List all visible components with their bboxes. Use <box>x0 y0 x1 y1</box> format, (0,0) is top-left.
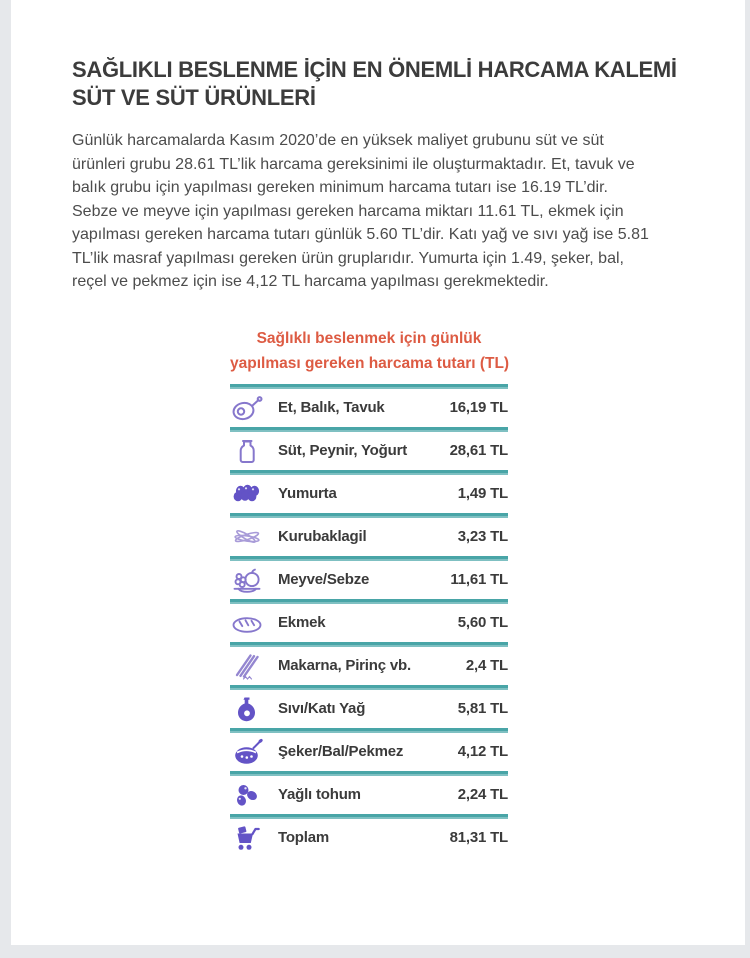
row-label: Ekmek <box>278 614 326 631</box>
divider <box>230 598 508 604</box>
table-row: Meyve/Sebze 11,61 TL <box>230 562 508 598</box>
row-value: 3,23 TL <box>457 528 508 545</box>
row-value: 2,24 TL <box>457 786 508 803</box>
divider <box>230 555 508 561</box>
divider <box>230 383 508 389</box>
table-row: Şeker/Bal/Pekmez 4,12 TL <box>230 734 508 770</box>
row-label: Şeker/Bal/Pekmez <box>278 743 404 760</box>
divider <box>230 426 508 432</box>
table-row: Et, Balık, Tavuk 16,19 TL <box>230 390 508 426</box>
page-title-line2: SÜT VE SÜT ÜRÜNLERİ <box>72 85 316 110</box>
page-title: SAĞLIKLI BESLENME İÇİN EN ÖNEMLİ HARCAMA… <box>72 56 677 112</box>
egg-carton-icon <box>230 477 278 511</box>
jam-pot-icon <box>230 735 278 769</box>
milk-bottle-icon <box>230 434 278 468</box>
infographic-title: Sağlıklı beslenmek için günlük yapılması… <box>230 326 510 376</box>
document-page: SAĞLIKLI BESLENME İÇİN EN ÖNEMLİ HARCAMA… <box>11 0 745 945</box>
row-label: Meyve/Sebze <box>278 571 370 588</box>
pasta-icon <box>230 649 278 683</box>
divider <box>230 770 508 776</box>
page-title-line1: SAĞLIKLI BESLENME İÇİN EN ÖNEMLİ HARCAMA… <box>72 57 677 82</box>
article-body-text: Günlük harcamalarda Kasım 2020’de en yük… <box>72 132 649 290</box>
row-value: 4,12 TL <box>457 743 508 760</box>
infographic-title-line1: Sağlıklı beslenmek için günlük <box>256 329 482 347</box>
row-value: 16,19 TL <box>449 399 509 416</box>
row-label: Yağlı tohum <box>278 786 361 803</box>
table-row: Yumurta 1,49 TL <box>230 476 508 512</box>
table-row: Yağlı tohum 2,24 TL <box>230 777 508 813</box>
bread-icon <box>230 606 278 640</box>
divider <box>230 813 508 819</box>
row-value: 1,49 TL <box>457 485 508 502</box>
row-label: Süt, Peynir, Yoğurt <box>278 442 408 459</box>
divider <box>230 684 508 690</box>
divider <box>230 469 508 475</box>
row-value: 2,4 TL <box>465 657 508 674</box>
ham-icon <box>230 391 278 425</box>
divider <box>230 512 508 518</box>
row-value: 11,61 TL <box>450 571 508 588</box>
row-value: 5,60 TL <box>457 614 508 631</box>
table-row: Toplam 81,31 TL <box>230 820 508 856</box>
row-value: 28,61 TL <box>449 442 509 459</box>
divider <box>230 641 508 647</box>
row-label: Et, Balık, Tavuk <box>278 399 385 416</box>
row-value: 81,31 TL <box>449 829 509 846</box>
divider <box>230 727 508 733</box>
table-row: Kurubaklagil 3,23 TL <box>230 519 508 555</box>
oil-bottle-icon <box>230 692 278 726</box>
table-row: Ekmek 5,60 TL <box>230 605 508 641</box>
expense-infographic: Sağlıklı beslenmek için günlük yapılması… <box>230 326 510 856</box>
table-row: Makarna, Pirinç vb. 2,4 TL <box>230 648 508 684</box>
table-row: Sıvı/Katı Yağ 5,81 TL <box>230 691 508 727</box>
row-label: Kurubaklagil <box>278 528 367 545</box>
infographic-title-line2: yapılması gereken harcama tutarı (TL) <box>230 354 510 372</box>
row-label: Yumurta <box>278 485 337 502</box>
row-label: Sıvı/Katı Yağ <box>278 700 366 717</box>
row-label: Makarna, Pirinç vb. <box>278 657 411 674</box>
table-row: Süt, Peynir, Yoğurt 28,61 TL <box>230 433 508 469</box>
fruit-icon <box>230 563 278 597</box>
shopping-cart-icon <box>230 821 278 855</box>
legumes-icon <box>230 520 278 554</box>
row-label: Toplam <box>278 829 330 846</box>
nuts-icon <box>230 778 278 812</box>
row-value: 5,81 TL <box>457 700 508 717</box>
